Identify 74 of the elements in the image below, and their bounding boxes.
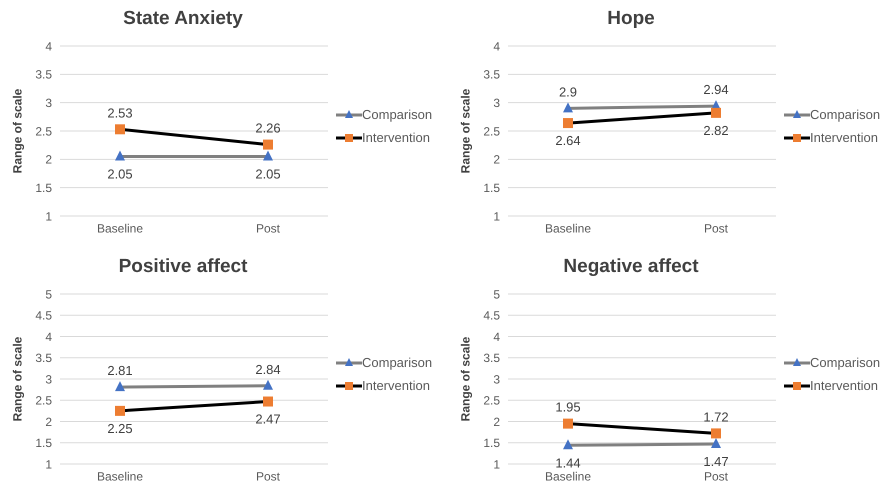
chart-title: Positive affect (118, 256, 248, 278)
legend-label: Comparison (810, 107, 880, 122)
data-label: 2.81 (107, 363, 133, 378)
y-tick-label: 2 (45, 152, 52, 167)
y-tick-label: 1.5 (483, 436, 500, 450)
y-tick-label: 1.5 (483, 180, 500, 195)
data-label: 1.47 (703, 454, 729, 470)
y-tick-label: 4.5 (35, 308, 52, 323)
data-label: 2.53 (107, 105, 133, 120)
y-tick-label: 1 (493, 209, 500, 224)
y-tick-label: 3.5 (35, 68, 52, 82)
y-tick-label: 2.5 (483, 124, 500, 138)
data-label: 2.9 (558, 84, 578, 100)
y-tick-label: 1.5 (35, 436, 52, 450)
y-axis-title: Range of scale (458, 336, 472, 422)
data-label: 1.72 (703, 409, 729, 424)
data-label: 2.25 (107, 420, 133, 436)
y-tick-label: 3.5 (35, 351, 52, 366)
y-tick-label: 4.5 (483, 308, 500, 323)
y-tick-label: 2 (493, 152, 500, 167)
y-tick-label: 3 (493, 96, 500, 110)
y-tick-label: 2.5 (483, 394, 500, 408)
legend-label: Intervention (810, 130, 878, 145)
y-tick-label: 3 (493, 372, 500, 386)
y-tick-label: 2 (493, 414, 500, 429)
y-axis-title: Range of scale (10, 88, 24, 174)
y-tick-label: 4 (45, 330, 52, 344)
legend-label: Intervention (362, 130, 430, 145)
data-label: 2.64 (555, 133, 581, 148)
point (115, 124, 125, 134)
y-tick-label: 4 (493, 39, 500, 54)
y-tick-label: 3.5 (483, 68, 500, 82)
y-tick-label: 3.5 (483, 351, 500, 366)
y-tick-label: 1 (45, 457, 52, 472)
legend-label: Comparison (362, 355, 432, 370)
y-tick-label: 1.5 (35, 180, 52, 195)
data-label: 2.26 (255, 120, 281, 136)
data-label: 2.82 (703, 122, 729, 138)
y-tick-label: 1 (493, 457, 500, 472)
chart-title: State Anxiety (122, 8, 244, 30)
x-tick-label: Baseline (96, 222, 144, 236)
data-label: 2.05 (107, 166, 133, 182)
x-tick-label: Post (704, 470, 729, 484)
data-label: 2.05 (255, 166, 281, 182)
y-tick-label: 3 (45, 372, 52, 386)
y-tick-label: 2 (45, 414, 52, 429)
data-label: 2.94 (703, 82, 729, 98)
y-tick-label: 1 (45, 209, 52, 224)
y-tick-label: 2.5 (35, 124, 52, 138)
x-tick-label: Baseline (544, 470, 592, 484)
x-tick-label: Post (256, 470, 281, 484)
chart-title: Hope (606, 8, 656, 30)
data-label: 1.44 (555, 455, 581, 470)
y-tick-label: 3 (45, 96, 52, 110)
y-tick-label: 4 (45, 39, 52, 54)
data-label: 2.84 (255, 362, 281, 377)
chart-title: Negative affect (562, 256, 700, 278)
y-tick-label: 5 (45, 287, 52, 302)
y-tick-label: 5 (493, 287, 500, 302)
y-tick-label: 4 (493, 330, 500, 344)
y-axis-title: Range of scale (10, 336, 24, 422)
y-axis-title: Range of scale (458, 88, 472, 174)
point (263, 140, 273, 150)
x-tick-label: Baseline (96, 470, 144, 484)
data-label: 1.95 (555, 400, 581, 415)
legend-label: Comparison (362, 107, 432, 122)
x-tick-label: Post (256, 222, 281, 236)
x-tick-label: Post (704, 222, 729, 236)
data-label: 2.47 (255, 412, 281, 427)
x-tick-label: Baseline (544, 222, 592, 236)
y-tick-label: 2.5 (35, 394, 52, 408)
legend-label: Intervention (362, 378, 430, 393)
legend-label: Comparison (810, 355, 880, 370)
legend-label: Intervention (810, 378, 878, 393)
